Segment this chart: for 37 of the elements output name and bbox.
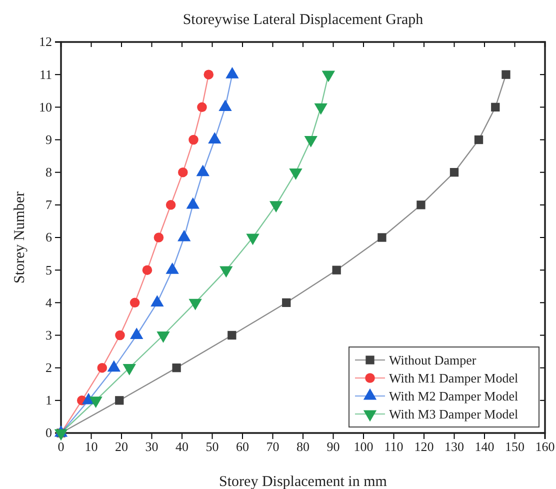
y-axis-title: Storey Number [12,191,28,284]
y-tick-label: 0 [46,425,52,440]
x-tick-label: 80 [296,439,310,454]
x-tick-label: 10 [84,439,98,454]
x-tick-label: 90 [326,439,340,454]
x-axis-title: Storey Displacement in mm [219,474,388,489]
y-tick-label: 1 [46,392,52,408]
x-tick-label: 130 [444,439,464,454]
x-tick-label: 160 [535,439,555,454]
y-tick-label: 5 [46,262,52,278]
x-tick-label: 0 [58,439,64,454]
y-tick-label: 2 [46,360,52,375]
y-tick-label: 12 [39,34,52,50]
y-tick-label: 10 [39,99,52,114]
x-tick-label: 60 [236,439,249,454]
legend-label: With M1 Damper Model [389,370,518,386]
y-tick-label: 4 [46,294,52,310]
legend-label: With M3 Damper Model [389,406,518,422]
x-tick-label: 110 [384,439,404,454]
y-tick-label: 7 [46,197,52,212]
y-tick-label: 3 [46,327,52,342]
legend-label: With M2 Damper Model [389,388,518,404]
y-tick-label: 9 [46,132,52,147]
x-tick-label: 30 [145,439,158,454]
x-tick-label: 20 [115,439,128,454]
y-tick-label: 11 [39,66,52,82]
x-tick-label: 140 [474,439,494,454]
x-tick-label: 70 [266,439,280,454]
y-tick-label: 8 [46,164,52,180]
legend-label: Without Damper [389,352,477,368]
x-tick-label: 50 [206,439,219,454]
x-tick-label: 150 [505,439,524,454]
x-tick-label: 40 [176,439,188,454]
y-tick-label: 6 [46,230,52,245]
x-tick-label: 100 [354,439,374,454]
chart-title: Storeywise Lateral Displacement Graph [182,12,424,28]
x-tick-label: 120 [414,439,434,454]
